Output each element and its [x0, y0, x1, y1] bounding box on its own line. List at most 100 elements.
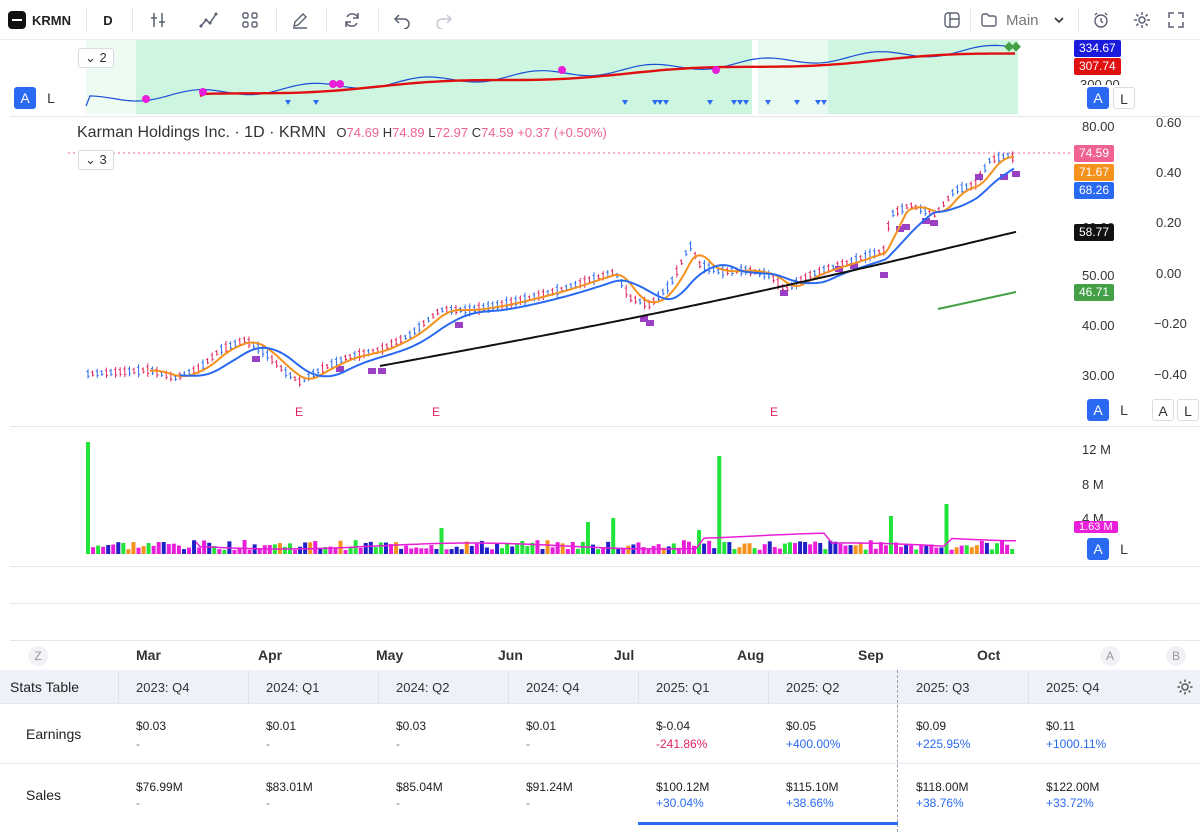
toolbar-divider: [970, 8, 971, 32]
gear-icon[interactable]: [1176, 678, 1194, 699]
volume-bar: [828, 540, 833, 554]
settings-icon[interactable]: [1130, 0, 1154, 40]
table-scrollbar[interactable]: [638, 822, 898, 825]
earnings-change: +400.00%: [786, 737, 841, 751]
ma-line-green: [937, 291, 1017, 310]
toolbar-divider: [86, 8, 87, 32]
volume-bar: [833, 541, 838, 554]
earnings-value: $0.03: [136, 719, 167, 733]
sales-change: -: [266, 796, 270, 810]
draw-icon[interactable]: [288, 0, 312, 40]
sales-value: $115.10M: [786, 780, 839, 794]
symbol-legend: Karman Holdings Inc. · 1D · KRMN O74.69 …: [77, 124, 607, 142]
indicator-collapse-button[interactable]: ⌄ 2: [78, 48, 114, 68]
symbol-search-button[interactable]: KRMN: [32, 12, 71, 28]
indicator-arrow: [657, 100, 663, 105]
ma-line-blue: [179, 167, 1015, 378]
layout-name[interactable]: Main: [1006, 11, 1039, 29]
indicator-arrow: [821, 100, 827, 105]
volume-bar: [697, 530, 702, 554]
chevron-down-icon[interactable]: [1050, 0, 1068, 40]
low-value: 72.97: [435, 125, 469, 140]
earnings-marker[interactable]: E: [770, 405, 779, 419]
volume-bar: [858, 542, 863, 554]
sales-value: $118.00M: [916, 780, 969, 794]
pane-divider: [10, 426, 1200, 427]
volume-auto-scale-button[interactable]: A: [1087, 538, 1109, 560]
quarter-header: 2024: Q4: [526, 680, 580, 695]
volume-bar: [424, 548, 429, 554]
redo-icon[interactable]: [432, 0, 456, 40]
volume-bar: [444, 549, 449, 554]
volume-bar: [540, 549, 545, 554]
volume-bar: [192, 540, 197, 554]
indicator-scale-auto-button[interactable]: A: [1087, 87, 1109, 109]
signal-marker: [336, 366, 344, 372]
volume-bar: [772, 547, 777, 554]
volume-bar: [383, 542, 388, 554]
ma-tag-orange: 71.67: [1074, 164, 1115, 181]
volume-bar: [838, 543, 843, 554]
volume-bar: [318, 548, 323, 554]
folder-icon[interactable]: [978, 0, 1000, 40]
indicator-icon[interactable]: [197, 0, 221, 40]
earnings-marker[interactable]: E: [295, 405, 304, 419]
sales-change: +33.72%: [1046, 796, 1094, 810]
volume-bar: [535, 540, 540, 554]
candle-type-icon[interactable]: [146, 0, 170, 40]
time-axis-month: Jun: [498, 647, 523, 663]
volume-bar: [626, 545, 631, 554]
signal-marker: [455, 322, 463, 328]
secondary-axis-label: 0.20: [1156, 215, 1182, 230]
percent-scale-button[interactable]: B: [1166, 646, 1186, 666]
price-auto-scale-button[interactable]: A: [1087, 399, 1109, 421]
indicator-scale-log-button[interactable]: L: [1113, 87, 1135, 109]
volume-average-line: [195, 532, 1017, 550]
volume-bar: [793, 543, 797, 554]
replay-icon[interactable]: [340, 0, 364, 40]
volume-bar: [560, 543, 565, 554]
volume-bar: [525, 546, 530, 554]
alert-icon[interactable]: [1090, 0, 1114, 40]
secondary-auto-scale-button[interactable]: A: [1152, 399, 1174, 421]
volume-bar: [86, 442, 90, 554]
volume-log-scale-button[interactable]: L: [1113, 538, 1135, 560]
signal-marker: [368, 368, 376, 374]
volume-bar: [399, 548, 404, 554]
price-collapse-button[interactable]: ⌄ 3: [78, 150, 114, 170]
volume-bar: [237, 548, 242, 554]
auto-scale-button[interactable]: A: [1100, 646, 1120, 666]
top-toolbar: KRMN D M: [0, 0, 1200, 40]
indicator-axis-label: 300.00: [1080, 77, 1120, 85]
volume-bar: [899, 546, 904, 554]
signal-marker: [850, 263, 858, 269]
volume-bar: [555, 542, 560, 554]
volume-bar: [1010, 548, 1015, 554]
volume-bar: [106, 545, 111, 554]
undo-icon[interactable]: [390, 0, 414, 40]
interval-button[interactable]: D: [103, 12, 113, 28]
price-log-scale-button[interactable]: L: [1113, 399, 1135, 421]
time-axis-month: Jul: [614, 647, 635, 663]
volume-bar: [787, 542, 792, 554]
secondary-log-scale-button[interactable]: L: [1177, 399, 1199, 421]
volume-bar: [378, 542, 383, 554]
zoom-reset-button[interactable]: Z: [28, 646, 48, 666]
volume-bar: [414, 547, 419, 554]
fullscreen-icon[interactable]: [1164, 0, 1188, 40]
signal-marker: [780, 290, 788, 296]
volume-bar: [131, 542, 136, 554]
quarter-header: 2025: Q4: [1046, 680, 1100, 695]
indicator-log-scale-button[interactable]: L: [40, 87, 62, 109]
volume-bar: [818, 542, 823, 554]
earnings-marker[interactable]: E: [432, 405, 441, 419]
app-logo-icon[interactable]: [6, 0, 28, 40]
panel-icon[interactable]: [940, 0, 964, 40]
layout-icon[interactable]: [238, 0, 262, 40]
indicator-arrow: [652, 100, 658, 105]
signal-marker: [896, 226, 904, 232]
last-price-tag: 74.59: [1074, 145, 1115, 162]
indicator-auto-scale-button[interactable]: A: [14, 87, 36, 109]
earnings-change: +1000.11%: [1046, 737, 1107, 751]
